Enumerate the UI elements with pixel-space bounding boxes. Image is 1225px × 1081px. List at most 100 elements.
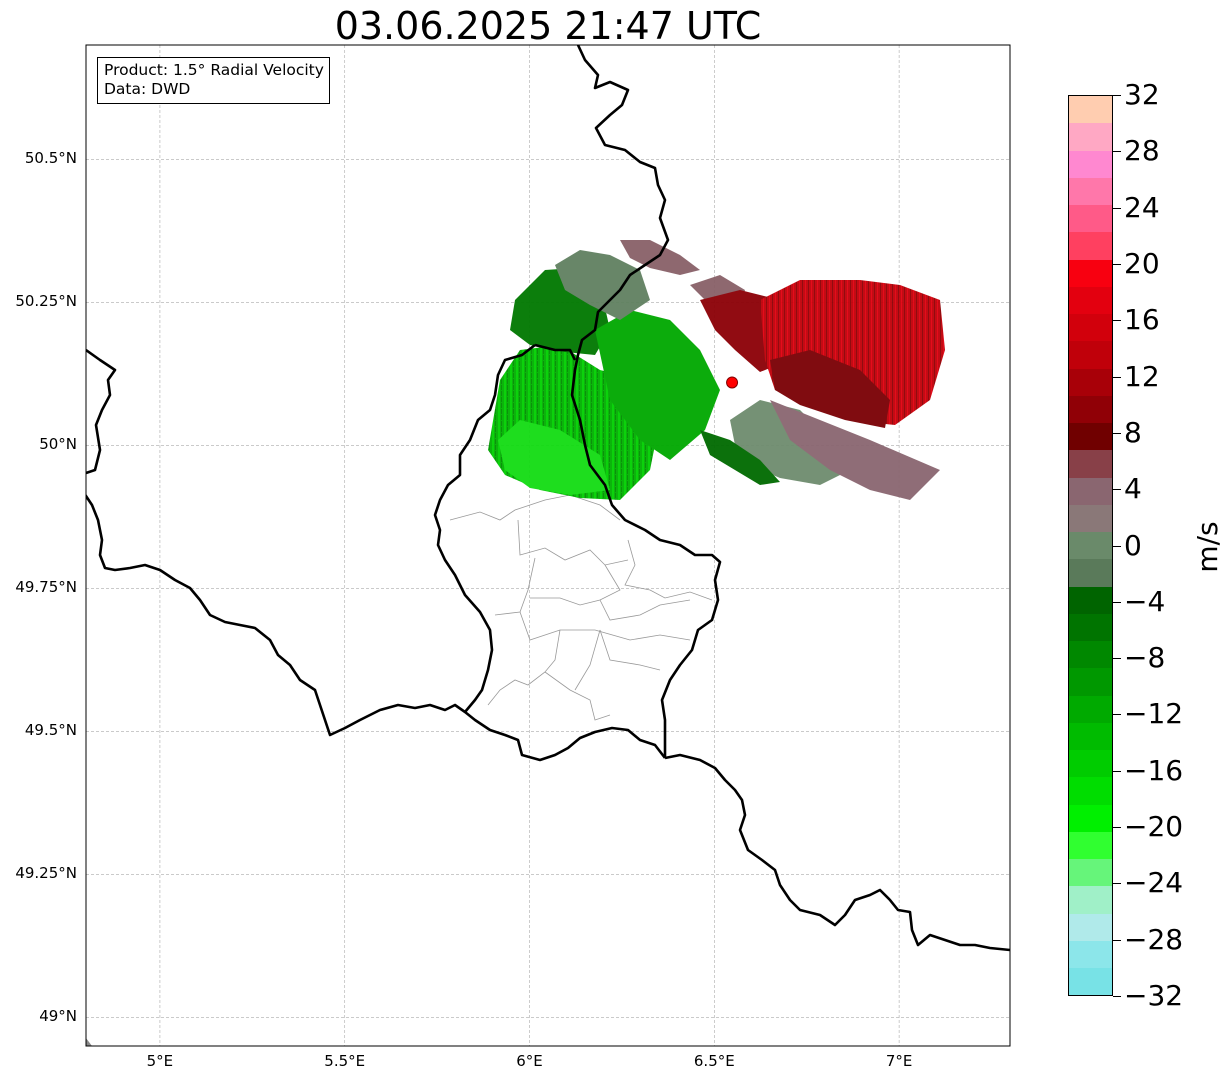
- colorbar-tick-mark: [1113, 827, 1121, 828]
- colorbar-tick-mark: [1113, 940, 1121, 941]
- colorbar-tick-mark: [1113, 320, 1121, 321]
- colorbar-segment: [1069, 668, 1112, 696]
- lat-tick-label: 49.5°N: [24, 721, 77, 740]
- colorbar-segment: [1069, 804, 1112, 832]
- colorbar-segment: [1069, 968, 1112, 996]
- colorbar-tick-mark: [1113, 264, 1121, 265]
- colorbar-tick-label: 16: [1124, 303, 1160, 336]
- colorbar-segment: [1069, 177, 1112, 205]
- colorbar-segment: [1069, 423, 1112, 451]
- colorbar-tick-label: 0: [1124, 529, 1142, 562]
- colorbar-segment: [1069, 314, 1112, 342]
- echo-inbound-green-core: [595, 310, 720, 460]
- echo-outbound-mauve-3: [620, 240, 700, 275]
- colorbar-segment: [1069, 395, 1112, 423]
- lat-tick-label: 49.25°N: [15, 864, 77, 883]
- lon-tick-label: 5°E: [146, 1052, 174, 1070]
- colorbar-tick-label: −24: [1124, 866, 1184, 899]
- colorbar-tick-label: −8: [1124, 641, 1166, 674]
- colorbar-segment: [1069, 368, 1112, 396]
- colorbar-tick-mark: [1113, 658, 1121, 659]
- colorbar-segment: [1069, 750, 1112, 778]
- product-label: Product: 1.5° Radial Velocity: [104, 61, 324, 79]
- colorbar-tick-mark: [1113, 95, 1121, 96]
- colorbar-tick-mark: [1113, 996, 1121, 997]
- colorbar-segment: [1069, 232, 1112, 260]
- lat-tick-label: 50.25°N: [15, 292, 77, 311]
- echo-outbound-dark-red-core: [770, 350, 890, 428]
- colorbar-tick-label: −20: [1124, 810, 1184, 843]
- colorbar-segment: [1069, 123, 1112, 151]
- colorbar-segment: [1069, 532, 1112, 560]
- colorbar-tick-label: 28: [1124, 134, 1160, 167]
- colorbar-tick-label: −28: [1124, 923, 1184, 956]
- colorbar-segment: [1069, 831, 1112, 859]
- colorbar-segment: [1069, 559, 1112, 587]
- echo-dark-green-arc: [700, 430, 780, 485]
- country-borders: [86, 45, 1010, 952]
- graticule: [86, 45, 1010, 1046]
- colorbar-segment: [1069, 504, 1112, 532]
- colorbar-segment: [1069, 886, 1112, 914]
- colorbar-tick-mark: [1113, 546, 1121, 547]
- colorbar-segment: [1069, 913, 1112, 941]
- echo-near-zero-grey-green: [555, 250, 650, 320]
- colorbar-segment: [1069, 259, 1112, 287]
- colorbar-tick-label: 4: [1124, 472, 1142, 505]
- chart-title: 03.06.2025 21:47 UTC: [334, 4, 762, 48]
- product-info-box: Product: 1.5° Radial Velocity Data: DWD: [97, 57, 330, 104]
- radar-echoes: [488, 240, 945, 500]
- colorbar-segment: [1069, 205, 1112, 233]
- lon-tick-label: 6.5°E: [693, 1052, 735, 1070]
- lat-tick-label: 50°N: [39, 435, 77, 454]
- lat-tick-label: 50.5°N: [24, 149, 77, 168]
- colorbar-tick-mark: [1113, 208, 1121, 209]
- colorbar-tick-mark: [1113, 602, 1121, 603]
- lon-tick-label: 5.5°E: [324, 1052, 366, 1070]
- plot-frame: [85, 44, 1011, 1047]
- colorbar-segment: [1069, 722, 1112, 750]
- data-source-label: Data: DWD: [104, 80, 191, 98]
- lon-tick-label: 6°E: [516, 1052, 543, 1070]
- colorbar-segment: [1069, 940, 1112, 968]
- colorbar-tick-label: 12: [1124, 360, 1160, 393]
- lat-tick-label: 49°N: [39, 1007, 77, 1026]
- colorbar-tick-mark: [1113, 489, 1121, 490]
- colorbar-tick-mark: [1113, 771, 1121, 772]
- colorbar-tick-mark: [1113, 433, 1121, 434]
- colorbar-segment: [1069, 450, 1112, 478]
- colorbar-segment: [1069, 150, 1112, 178]
- colorbar-tick-mark: [1113, 714, 1121, 715]
- lat-tick-label: 49.75°N: [15, 578, 77, 597]
- velocity-colorbar: [1068, 95, 1113, 996]
- colorbar-segment: [1069, 286, 1112, 314]
- colorbar-unit-label: m/s: [1191, 521, 1224, 573]
- colorbar-segment: [1069, 695, 1112, 723]
- lon-tick-label: 7°E: [885, 1052, 913, 1070]
- colorbar-segment: [1069, 341, 1112, 369]
- colorbar-tick-label: −12: [1124, 697, 1184, 730]
- colorbar-tick-mark: [1113, 883, 1121, 884]
- radar-site-marker: [726, 376, 739, 389]
- colorbar-segment: [1069, 96, 1112, 124]
- colorbar-segment: [1069, 641, 1112, 669]
- colorbar-segment: [1069, 777, 1112, 805]
- colorbar-segment: [1069, 613, 1112, 641]
- colorbar-tick-mark: [1113, 151, 1121, 152]
- map-corner-marker: [86, 1038, 92, 1046]
- colorbar-tick-mark: [1113, 377, 1121, 378]
- colorbar-segment: [1069, 859, 1112, 887]
- echo-outbound-mauve-2: [770, 400, 940, 500]
- colorbar-tick-label: −32: [1124, 979, 1184, 1012]
- colorbar-tick-label: 24: [1124, 191, 1160, 224]
- colorbar-tick-label: 32: [1124, 78, 1160, 111]
- canton-boundaries: [449, 494, 713, 721]
- colorbar-segment: [1069, 586, 1112, 614]
- echo-inbound-bright-green-2: [498, 420, 610, 495]
- colorbar-segment: [1069, 477, 1112, 505]
- colorbar-tick-label: −4: [1124, 585, 1166, 618]
- colorbar-tick-label: −16: [1124, 754, 1184, 787]
- colorbar-tick-label: 8: [1124, 416, 1142, 449]
- colorbar-tick-label: 20: [1124, 247, 1160, 280]
